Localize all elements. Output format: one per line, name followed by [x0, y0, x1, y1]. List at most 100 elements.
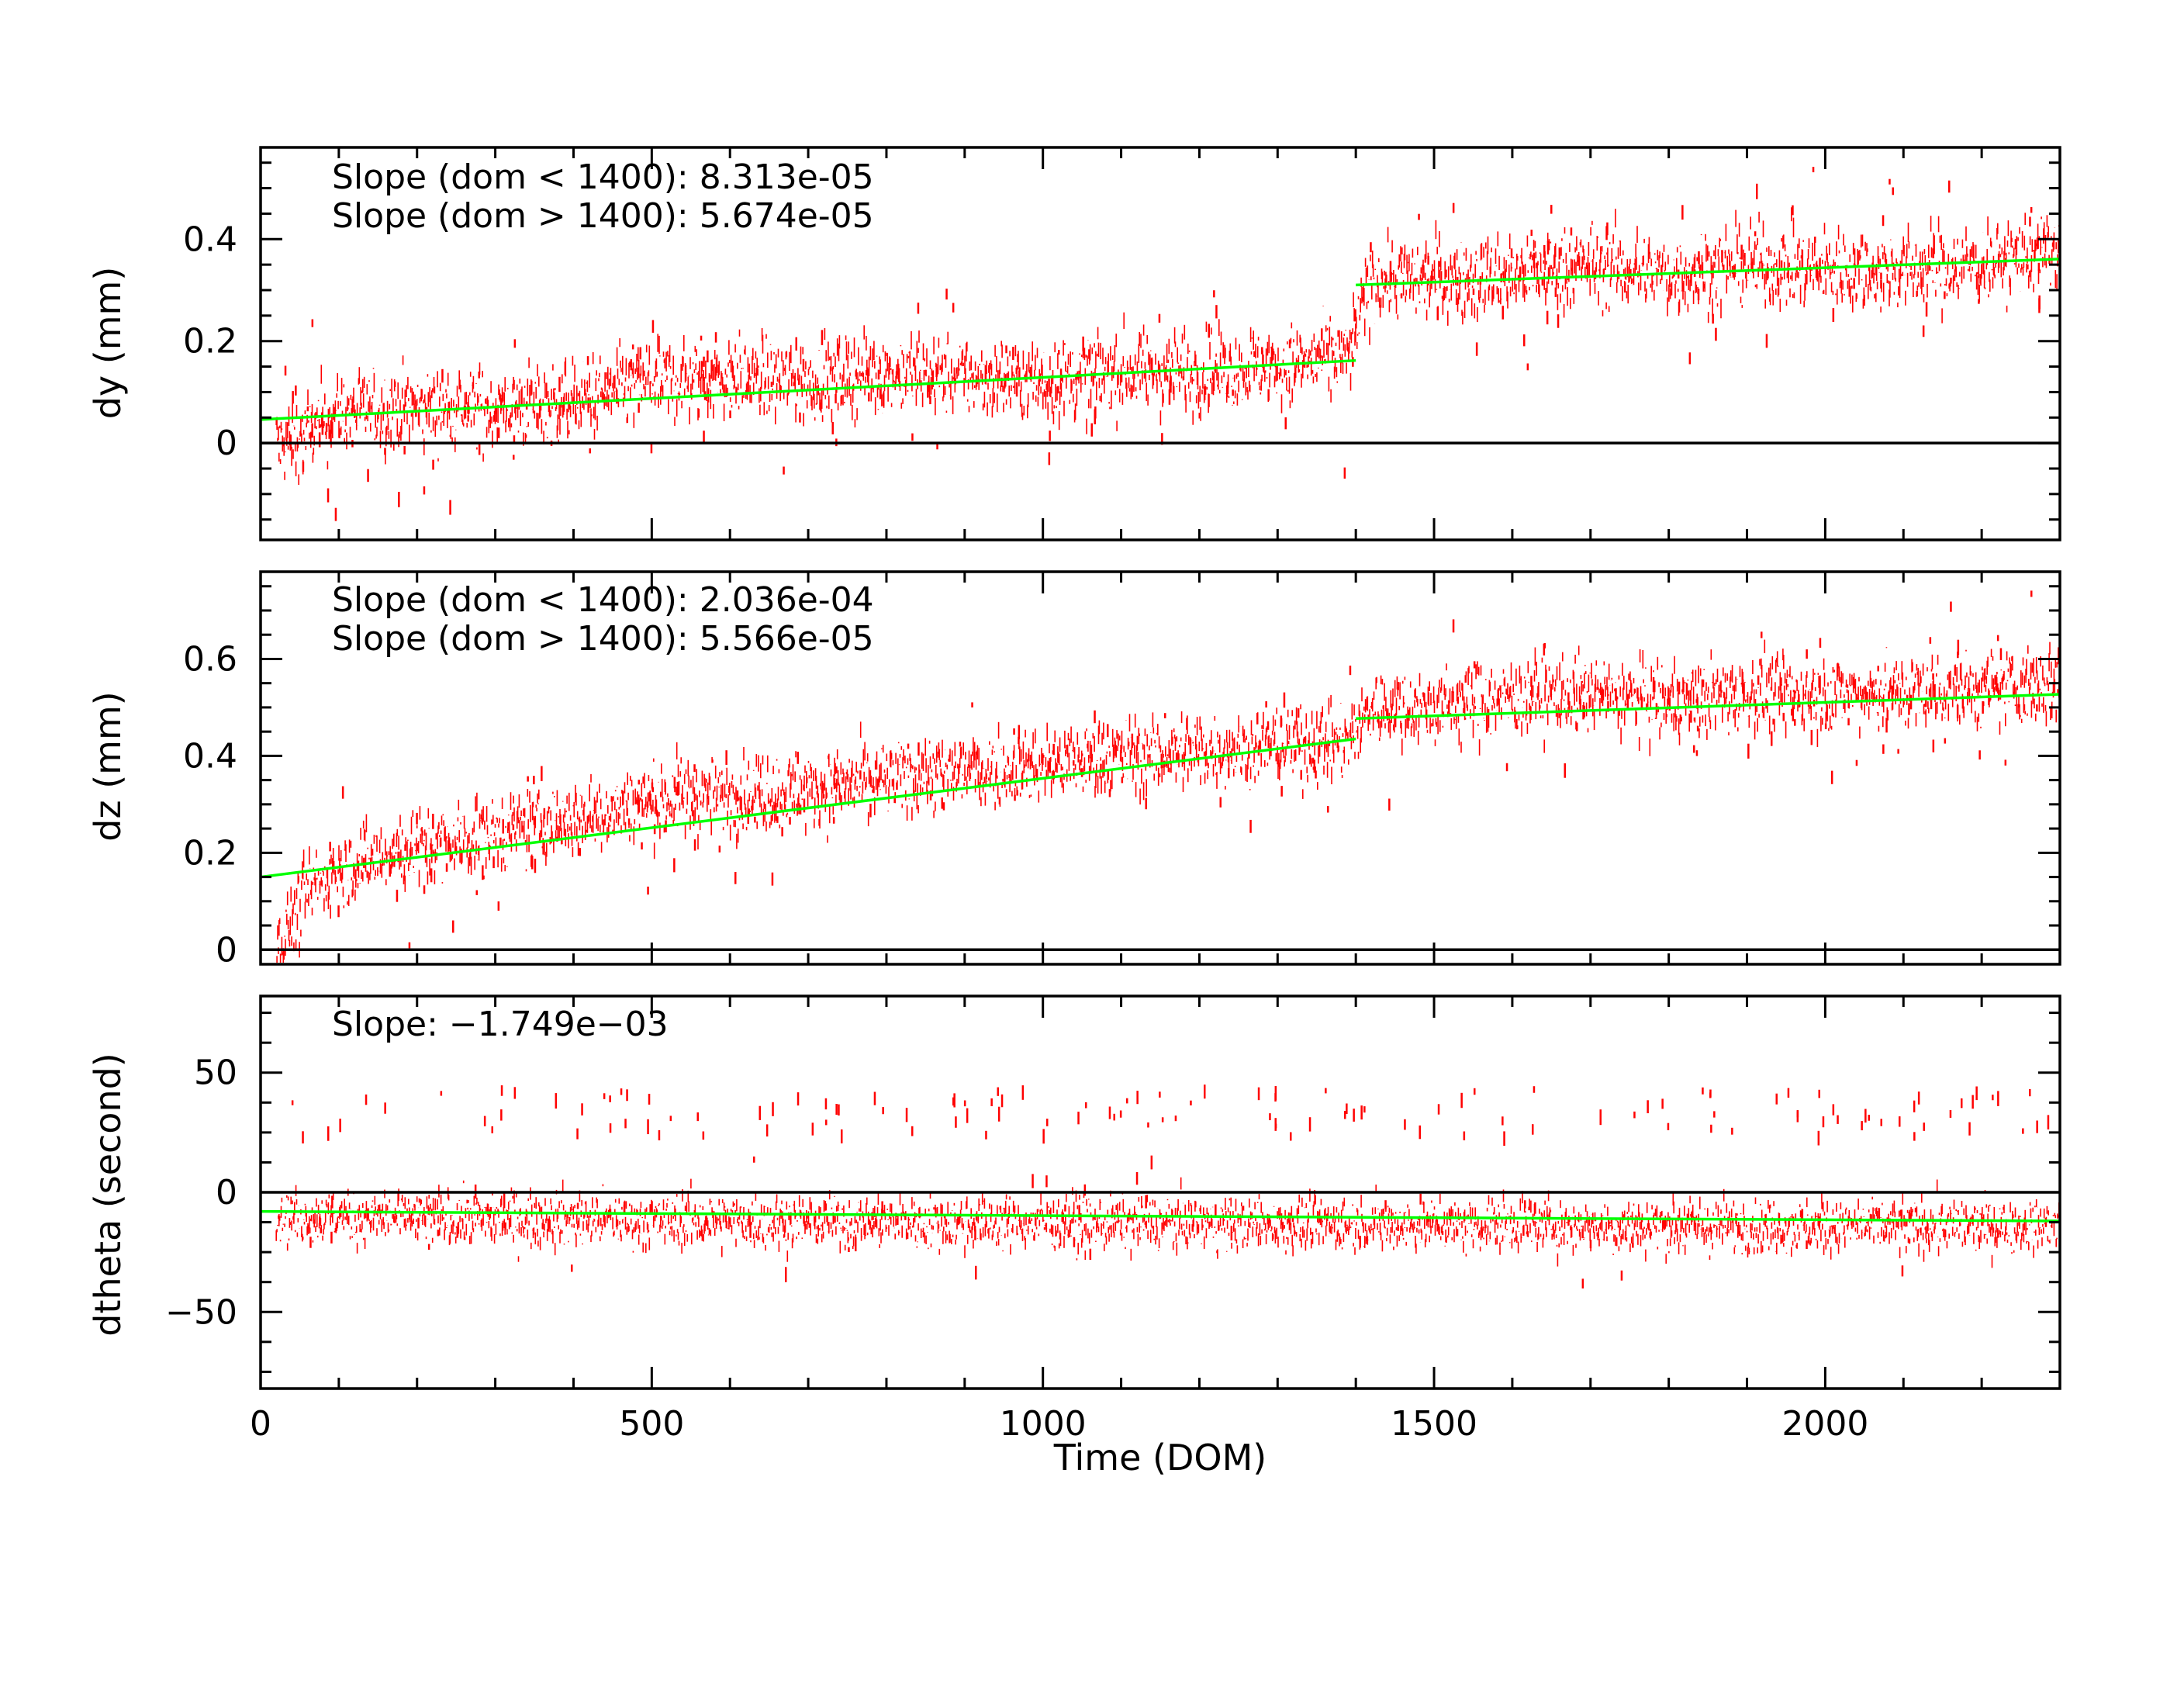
outlier-point: [1754, 231, 1757, 237]
outlier-point: [367, 469, 369, 483]
fit-line-1: [1356, 258, 2061, 287]
outlier-point: [1213, 290, 1215, 298]
outlier-point: [1853, 278, 1855, 289]
outlier-point: [1057, 386, 1059, 394]
dy-scatter: [275, 167, 2061, 521]
outlier-point: [1681, 205, 1684, 220]
outlier-point: [700, 335, 703, 341]
outlier-point: [1698, 251, 1700, 265]
outlier-point: [586, 356, 589, 365]
dy-axes: 0 0.2 0.4: [183, 146, 2061, 541]
outlier-point: [1780, 260, 1783, 268]
outlier-point: [1519, 266, 1522, 282]
y-tick-label: 0.2: [183, 322, 237, 361]
outlier-point: [729, 410, 731, 419]
outlier-point: [327, 488, 330, 503]
outlier-point: [1502, 306, 1504, 320]
outlier-point: [868, 393, 870, 402]
outlier-point: [1712, 313, 1714, 324]
outlier-point: [1253, 351, 1256, 358]
outlier-point: [423, 486, 426, 495]
outlier-point: [1892, 187, 1894, 195]
outlier-point: [697, 408, 700, 418]
dy-panel: 0 0.2 0.4 Slope (dom < 1400): 8.313e-05 Sl…: [87, 146, 2061, 541]
outlier-point: [1880, 272, 1882, 280]
outlier-point: [1015, 382, 1018, 397]
outlier-point: [714, 332, 717, 343]
outlier-point: [1715, 327, 1717, 341]
outlier-point: [1880, 279, 1882, 289]
outlier-point: [403, 445, 406, 455]
outlier-point: [513, 435, 516, 444]
outlier-point: [318, 432, 321, 448]
outlier-point: [1232, 389, 1234, 396]
outlier-point: [1284, 417, 1287, 430]
outlier-point: [478, 372, 480, 379]
fit-line-0: [260, 358, 1356, 421]
outlier-point: [306, 406, 309, 412]
outlier-point: [432, 459, 434, 470]
outlier-point: [1546, 310, 1549, 325]
outlier-point: [1553, 254, 1556, 268]
outlier-point: [703, 356, 705, 367]
outlier-point: [631, 344, 634, 350]
outlier-point: [650, 443, 653, 454]
outlier-point: [877, 369, 880, 380]
outlier-point: [929, 396, 931, 405]
outlier-point: [1226, 382, 1229, 394]
outlier-point: [1922, 325, 1925, 337]
outlier-point: [1452, 202, 1455, 213]
outlier-point: [1090, 423, 1093, 437]
outlier-point: [467, 415, 469, 422]
outlier-point: [292, 391, 294, 404]
outlier-point: [1832, 308, 1835, 323]
outlier-point: [1150, 359, 1153, 372]
outlier-point: [311, 423, 313, 438]
outlier-point: [1916, 290, 1918, 297]
outlier-point: [1208, 323, 1210, 338]
outlier-point: [1343, 467, 1346, 479]
outlier-point: [2037, 240, 2039, 249]
outlier-point: [449, 500, 451, 515]
outlier-point: [1094, 406, 1097, 419]
outlier-point: [1557, 314, 1560, 328]
outlier-point: [497, 427, 500, 438]
outlier-point: [1925, 302, 1928, 317]
outlier-point: [1740, 244, 1743, 260]
outlier-point: [320, 412, 323, 427]
outlier-point: [513, 455, 515, 460]
outlier-point: [1370, 242, 1372, 253]
outlier-point: [1944, 291, 1946, 299]
outlier-point: [2037, 262, 2041, 272]
outlier-point: [1605, 226, 1608, 240]
plot-frame: [259, 146, 2061, 541]
outlier-point: [821, 330, 824, 345]
outlier-point: [1688, 352, 1692, 365]
outlier-point: [802, 358, 805, 372]
outlier-point: [783, 466, 785, 475]
y-tick-label: 0: [216, 424, 237, 463]
outlier-point: [1475, 342, 1478, 356]
outlier-point: [1792, 205, 1794, 216]
outlier-point: [1058, 350, 1060, 355]
outlier-point: [1932, 248, 1934, 258]
outlier-point: [1049, 431, 1051, 441]
outlier-point: [1765, 334, 1768, 348]
outlier-point: [1082, 336, 1084, 351]
outlier-point: [1530, 230, 1533, 237]
outlier-point: [1948, 180, 1951, 193]
outlier-point: [1048, 452, 1051, 465]
outlier-point: [1005, 345, 1007, 354]
dy-slope-after-1400: Slope (dom > 1400): 5.674e-05: [332, 196, 874, 236]
outlier-point: [1882, 215, 1885, 227]
outlier-point: [1554, 287, 1557, 297]
outlier-point: [1261, 347, 1263, 355]
outlier-point: [1721, 250, 1723, 263]
outlier-point: [1168, 389, 1171, 405]
outlier-point: [478, 444, 481, 455]
outlier-point: [866, 369, 868, 376]
outlier-point: [334, 507, 337, 521]
outlier-point: [911, 433, 914, 441]
outlier-point: [935, 367, 938, 378]
